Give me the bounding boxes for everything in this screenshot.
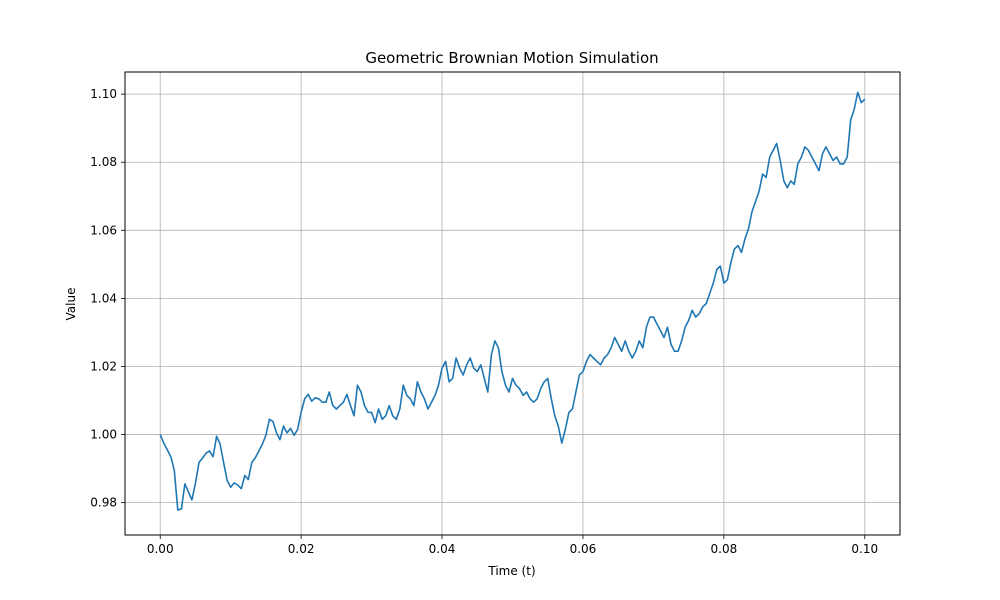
x-tick-label: 0.04: [429, 542, 456, 556]
y-axis-label: Value: [64, 288, 78, 321]
grid: [125, 72, 900, 535]
x-tick-label: 0.00: [147, 542, 174, 556]
y-tick-label: 1.04: [90, 291, 117, 305]
x-tick-label: 0.10: [851, 542, 878, 556]
y-tick-label: 1.08: [90, 155, 117, 169]
y-tick-label: 1.00: [90, 428, 117, 442]
x-tick-label: 0.08: [711, 542, 738, 556]
y-tick-label: 1.06: [90, 223, 117, 237]
x-tick-label: 0.06: [570, 542, 597, 556]
y-tick-label: 1.02: [90, 359, 117, 373]
axes-frame: [124, 71, 901, 536]
y-tick-label: 1.10: [90, 87, 117, 101]
chart-title: Geometric Brownian Motion Simulation: [365, 49, 658, 67]
plot-lines: [159, 91, 866, 511]
series-line: [159, 91, 866, 511]
x-axis-label: Time (t): [487, 564, 535, 578]
x-tick-label: 0.02: [288, 542, 315, 556]
ticks: 0.00 0.02 0.04 0.06 0.08 0.10 0.98 1.00 1.02 1.04…: [90, 87, 878, 556]
y-tick-label: 0.98: [90, 496, 117, 510]
